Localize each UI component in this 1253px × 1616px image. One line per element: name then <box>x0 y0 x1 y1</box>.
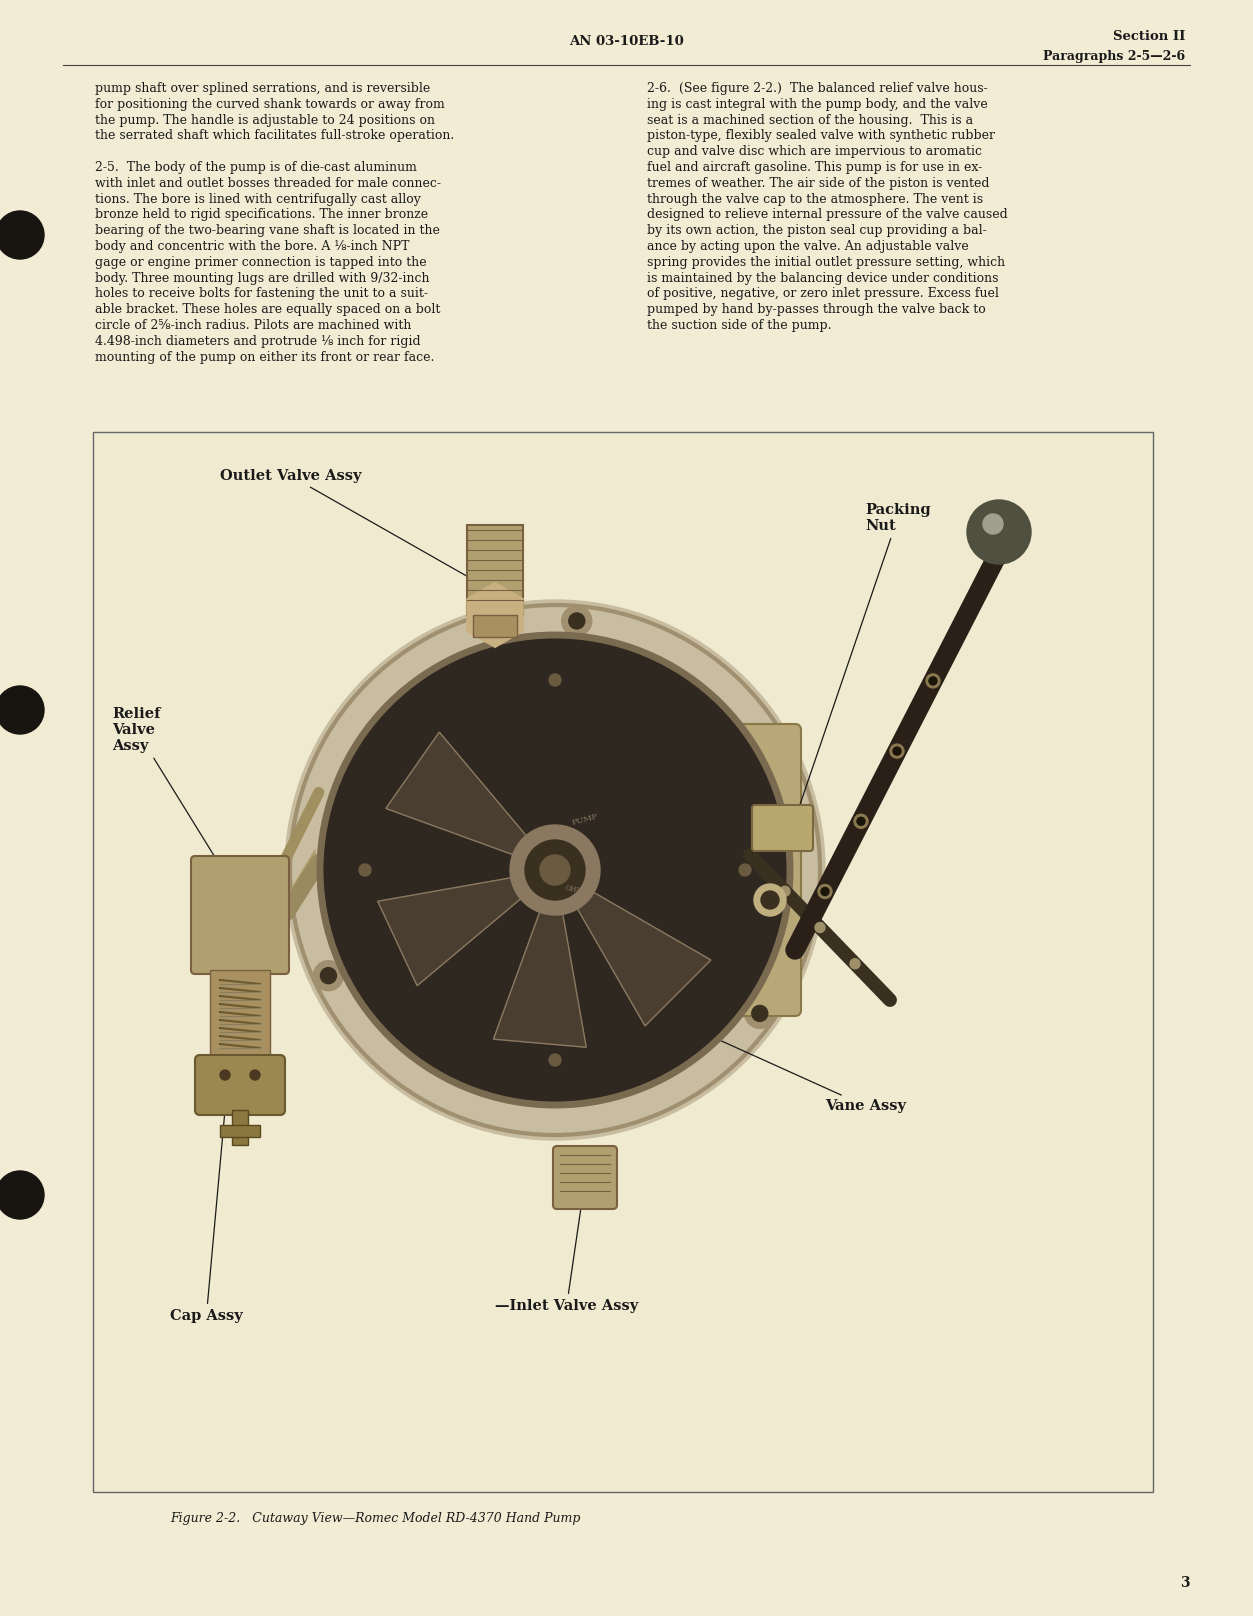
Text: body and concentric with the bore. A ⅛-inch NPT: body and concentric with the bore. A ⅛-i… <box>95 241 410 254</box>
Circle shape <box>857 818 865 826</box>
Circle shape <box>569 612 585 629</box>
Text: ance by acting upon the valve. An adjustable valve: ance by acting upon the valve. An adjust… <box>647 241 969 254</box>
Circle shape <box>984 514 1002 533</box>
Text: the pump. The handle is adjustable to 24 positions on: the pump. The handle is adjustable to 24… <box>95 113 435 126</box>
Bar <box>467 525 523 616</box>
Text: Cap Assy: Cap Assy <box>170 1113 243 1324</box>
Circle shape <box>221 1070 231 1079</box>
Circle shape <box>739 865 751 876</box>
Circle shape <box>320 635 789 1105</box>
Bar <box>232 1110 248 1146</box>
Circle shape <box>893 747 901 755</box>
Circle shape <box>761 890 779 908</box>
Text: of positive, negative, or zero inlet pressure. Excess fuel: of positive, negative, or zero inlet pre… <box>647 288 999 301</box>
Circle shape <box>251 1070 261 1079</box>
Polygon shape <box>284 850 315 910</box>
Text: —Inlet Valve Assy: —Inlet Valve Assy <box>495 1183 638 1312</box>
Text: by its own action, the piston seal cup providing a bal-: by its own action, the piston seal cup p… <box>647 225 987 238</box>
Text: 2-6.  (See figure 2-2.)  The balanced relief valve hous-: 2-6. (See figure 2-2.) The balanced reli… <box>647 82 987 95</box>
Text: bearing of the two-bearing vane shaft is located in the: bearing of the two-bearing vane shaft is… <box>95 225 440 238</box>
Circle shape <box>313 960 343 991</box>
Text: 2-5.  The body of the pump is of die-cast aluminum: 2-5. The body of the pump is of die-cast… <box>95 162 417 175</box>
Text: the suction side of the pump.: the suction side of the pump. <box>647 318 832 331</box>
Text: spring provides the initial outlet pressure setting, which: spring provides the initial outlet press… <box>647 255 1005 268</box>
Polygon shape <box>377 877 524 986</box>
Text: piston-type, flexibly sealed valve with synthetic rubber: piston-type, flexibly sealed valve with … <box>647 129 995 142</box>
Circle shape <box>855 814 868 829</box>
Text: seat is a machined section of the housing.  This is a: seat is a machined section of the housin… <box>647 113 974 126</box>
Text: gage or engine primer connection is tapped into the: gage or engine primer connection is tapp… <box>95 255 426 268</box>
Text: the serrated shaft which facilitates full-stroke operation.: the serrated shaft which facilitates ful… <box>95 129 455 142</box>
Text: able bracket. These holes are equally spaced on a bolt: able bracket. These holes are equally sp… <box>95 304 440 317</box>
Circle shape <box>0 1172 44 1218</box>
Text: through the valve cap to the atmosphere. The vent is: through the valve cap to the atmosphere.… <box>647 192 984 205</box>
Circle shape <box>744 999 774 1028</box>
Text: for positioning the curved shank towards or away from: for positioning the curved shank towards… <box>95 99 445 112</box>
Text: tions. The bore is lined with centrifugally cast alloy: tions. The bore is lined with centrifuga… <box>95 192 421 205</box>
Text: is maintained by the balancing device under conditions: is maintained by the balancing device un… <box>647 271 999 284</box>
Text: PUMP: PUMP <box>571 813 599 827</box>
Text: Section II: Section II <box>1113 31 1185 44</box>
Circle shape <box>510 826 600 915</box>
Polygon shape <box>494 908 586 1047</box>
Text: circle of 2⅝-inch radius. Pilots are machined with: circle of 2⅝-inch radius. Pilots are mac… <box>95 318 411 331</box>
Text: designed to relieve internal pressure of the valve caused: designed to relieve internal pressure of… <box>647 208 1007 221</box>
Text: pump shaft over splined serrations, and is reversible: pump shaft over splined serrations, and … <box>95 82 430 95</box>
Circle shape <box>561 606 591 637</box>
Text: pumped by hand by-passes through the valve back to: pumped by hand by-passes through the val… <box>647 304 986 317</box>
Bar <box>221 1125 261 1138</box>
Text: with inlet and outlet bosses threaded for male connec-: with inlet and outlet bosses threaded fo… <box>95 176 441 189</box>
FancyBboxPatch shape <box>734 724 801 1016</box>
Text: Figure 2-2.   Cutaway View—Romec Model RD-4370 Hand Pump: Figure 2-2. Cutaway View—Romec Model RD-… <box>170 1513 580 1526</box>
Text: Relief
Valve
Assy: Relief Valve Assy <box>112 706 258 928</box>
Text: tremes of weather. The air side of the piston is vented: tremes of weather. The air side of the p… <box>647 176 990 189</box>
Text: cup and valve disc which are impervious to aromatic: cup and valve disc which are impervious … <box>647 145 982 158</box>
Text: ing is cast integral with the pump body, and the valve: ing is cast integral with the pump body,… <box>647 99 987 112</box>
Text: bronze held to rigid specifications. The inner bronze: bronze held to rigid specifications. The… <box>95 208 429 221</box>
Circle shape <box>321 968 336 984</box>
Circle shape <box>967 499 1031 564</box>
Bar <box>211 970 269 1060</box>
Circle shape <box>540 855 570 886</box>
Polygon shape <box>386 732 529 856</box>
Text: fuel and aircraft gasoline. This pump is for use in ex-: fuel and aircraft gasoline. This pump is… <box>647 162 982 175</box>
Text: Vane Assy: Vane Assy <box>678 1021 906 1113</box>
Circle shape <box>549 1054 561 1067</box>
Text: body. Three mounting lugs are drilled with 9/32-inch: body. Three mounting lugs are drilled wi… <box>95 271 430 284</box>
Circle shape <box>284 600 824 1139</box>
Circle shape <box>549 674 561 687</box>
Text: OHIO: OHIO <box>564 884 585 895</box>
Circle shape <box>821 887 829 895</box>
Bar <box>472 616 517 637</box>
FancyBboxPatch shape <box>190 856 289 974</box>
Circle shape <box>0 687 44 734</box>
FancyBboxPatch shape <box>195 1055 284 1115</box>
Circle shape <box>928 677 937 685</box>
Circle shape <box>752 1005 768 1021</box>
Circle shape <box>814 923 824 932</box>
Circle shape <box>754 884 786 916</box>
FancyBboxPatch shape <box>553 1146 616 1209</box>
Circle shape <box>926 674 940 688</box>
Bar <box>93 431 1153 1492</box>
Text: 3: 3 <box>1180 1576 1190 1590</box>
Text: Packing
Nut: Packing Nut <box>794 503 931 823</box>
Text: Outlet Valve Assy: Outlet Valve Assy <box>221 469 497 593</box>
Text: Paragraphs 2-5—2-6: Paragraphs 2-5—2-6 <box>1042 50 1185 63</box>
Circle shape <box>525 840 585 900</box>
Circle shape <box>0 212 44 259</box>
Circle shape <box>890 743 903 758</box>
Polygon shape <box>575 890 710 1026</box>
Circle shape <box>850 958 860 968</box>
Text: holes to receive bolts for fastening the unit to a suit-: holes to receive bolts for fastening the… <box>95 288 429 301</box>
Polygon shape <box>467 583 523 646</box>
Circle shape <box>360 865 371 876</box>
FancyBboxPatch shape <box>752 805 813 852</box>
Text: 4.498-inch diameters and protrude ⅛ inch for rigid: 4.498-inch diameters and protrude ⅛ inch… <box>95 335 421 347</box>
Text: mounting of the pump on either its front or rear face.: mounting of the pump on either its front… <box>95 351 435 364</box>
Text: AN 03-10EB-10: AN 03-10EB-10 <box>569 36 683 48</box>
Circle shape <box>818 884 832 898</box>
Circle shape <box>781 886 789 897</box>
